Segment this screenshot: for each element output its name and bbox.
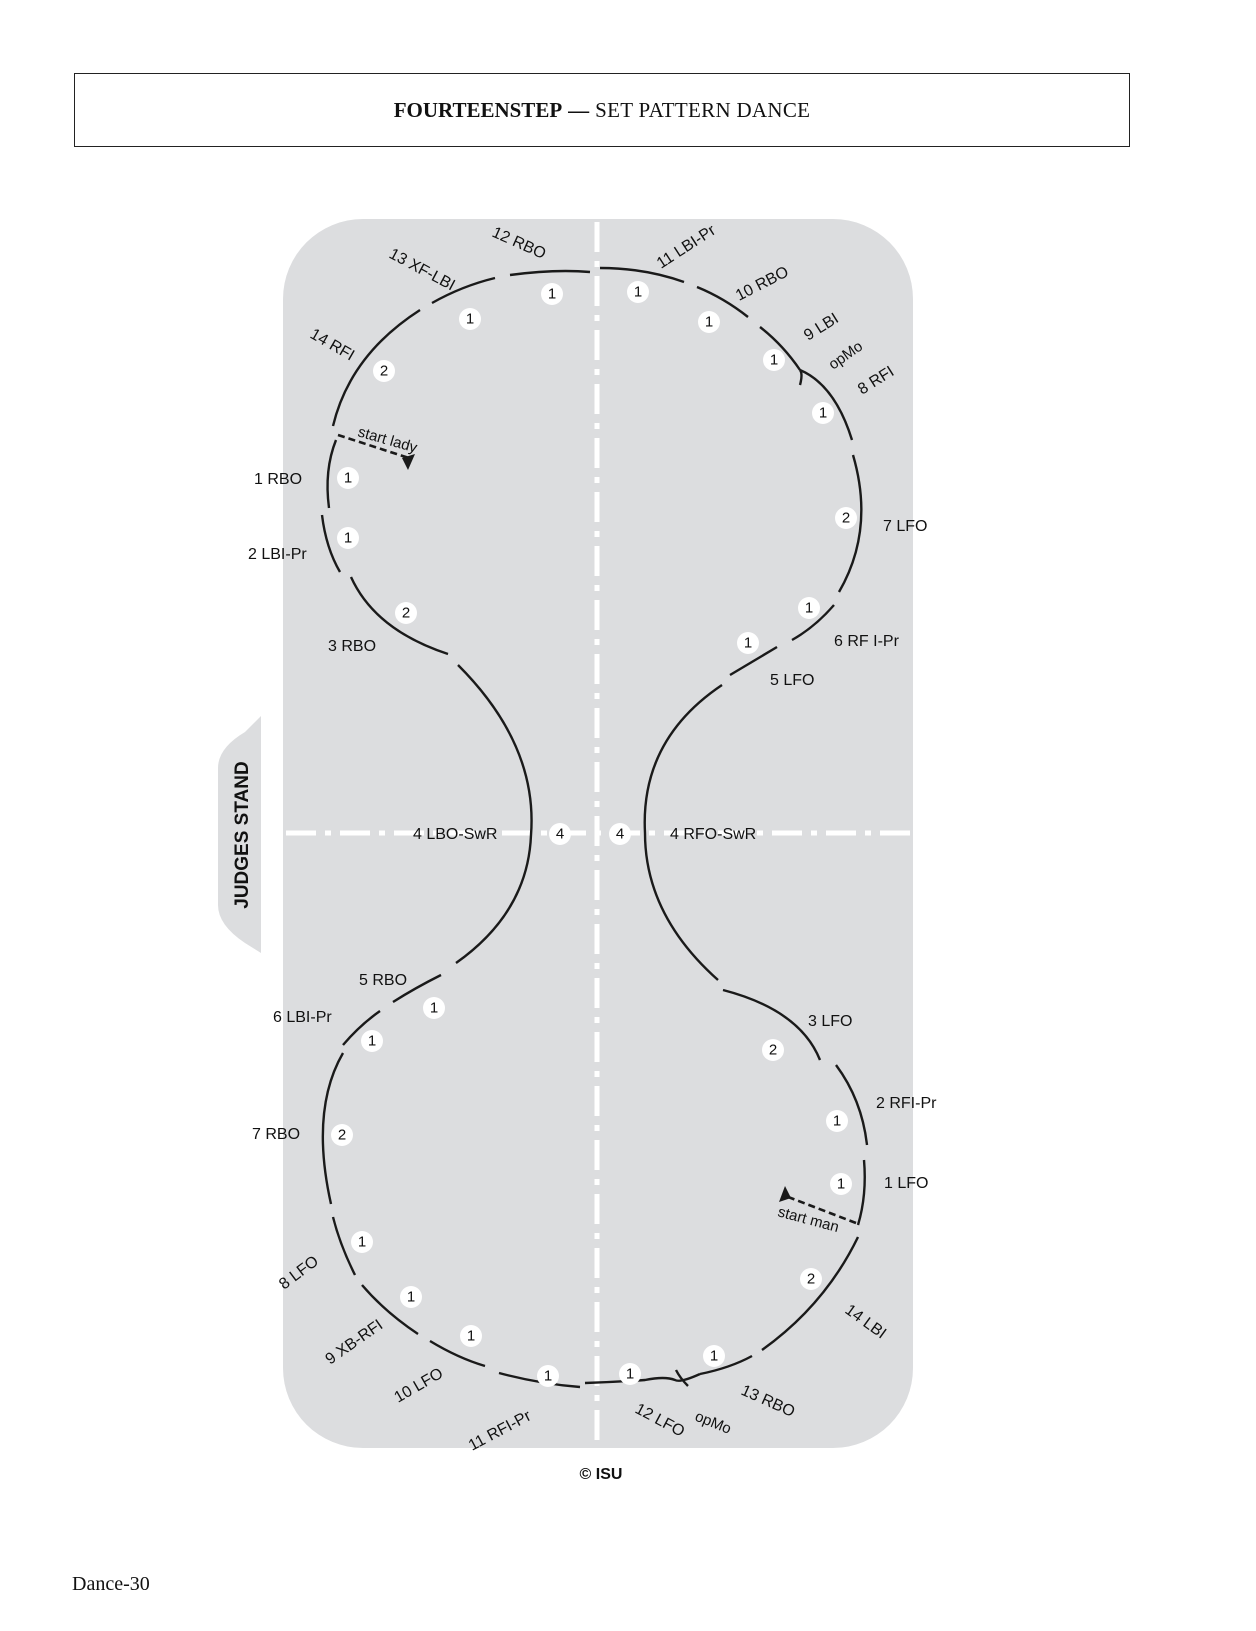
lady-beat-3: 2 <box>402 605 410 622</box>
lady-step-3: 3 RBO <box>328 638 376 655</box>
lady-beat-12: 1 <box>548 286 556 303</box>
lady-step-7: 7 RBO <box>252 1126 300 1143</box>
judges-stand-label: JUDGES STAND <box>232 761 253 908</box>
man-step-7: 7 LFO <box>883 518 927 535</box>
dance-subtitle: SET PATTERN DANCE <box>595 97 811 122</box>
lady-step-5: 5 RBO <box>359 972 407 989</box>
man-beat-9: 1 <box>770 352 778 369</box>
man-step-3: 3 LFO <box>808 1013 852 1030</box>
man-beat-6: 1 <box>805 600 813 617</box>
man-beat-8: 1 <box>819 405 827 422</box>
man-step-4: 4 RFO-SwR <box>670 826 756 843</box>
man-beat-11: 1 <box>634 284 642 301</box>
lady-beat-11: 1 <box>544 1368 552 1385</box>
lady-beat-4: 4 <box>556 826 564 843</box>
man-beat-12: 1 <box>626 1366 634 1383</box>
lady-beats: 1 1 2 4 1 1 2 1 1 1 1 1 1 2 <box>331 283 571 1387</box>
lady-beat-8: 1 <box>358 1234 366 1251</box>
man-beat-5: 1 <box>744 635 752 652</box>
lady-beat-10: 1 <box>467 1328 475 1345</box>
page-label: Dance-30 <box>72 1573 150 1595</box>
judges-stand-tab <box>218 716 261 953</box>
man-step-5: 5 LFO <box>770 672 814 689</box>
man-beat-10: 1 <box>705 314 713 331</box>
copyright-label: © ISU <box>580 1466 623 1483</box>
man-pattern <box>584 266 869 1387</box>
man-beat-14: 2 <box>807 1271 815 1288</box>
lady-beat-14: 2 <box>380 363 388 380</box>
lady-beat-13: 1 <box>466 311 474 328</box>
man-beat-3: 2 <box>769 1042 777 1059</box>
man-step-1: 1 LFO <box>884 1175 928 1192</box>
lady-beat-1: 1 <box>344 470 352 487</box>
man-beat-4: 4 <box>616 826 624 843</box>
lady-step-2: 2 LBI-Pr <box>248 546 307 563</box>
man-beat-7: 2 <box>842 510 850 527</box>
lady-beat-2: 1 <box>344 530 352 547</box>
man-beats: 1 1 2 4 1 1 2 1 1 1 1 1 1 2 <box>609 281 857 1385</box>
lady-step-4: 4 LBO-SwR <box>413 826 497 843</box>
lady-beat-7: 2 <box>338 1127 346 1144</box>
lady-step-6: 6 LBI-Pr <box>273 1009 332 1026</box>
man-step-2: 2 RFI-Pr <box>876 1095 937 1112</box>
lady-beat-6: 1 <box>368 1033 376 1050</box>
man-step-6: 6 RF I-Pr <box>834 633 900 650</box>
man-beat-2: 1 <box>833 1113 841 1130</box>
lady-beat-5: 1 <box>430 1000 438 1017</box>
lady-beat-9: 1 <box>407 1289 415 1306</box>
dance-title: FOURTEENSTEP <box>393 97 563 122</box>
title-dash: — <box>568 97 590 122</box>
title-box: FOURTEENSTEP — SET PATTERN DANCE <box>74 73 1130 147</box>
man-beat-1: 1 <box>837 1176 845 1193</box>
lady-pattern <box>320 269 591 1389</box>
lady-step-1: 1 RBO <box>254 471 302 488</box>
man-beat-13: 1 <box>710 1348 718 1365</box>
